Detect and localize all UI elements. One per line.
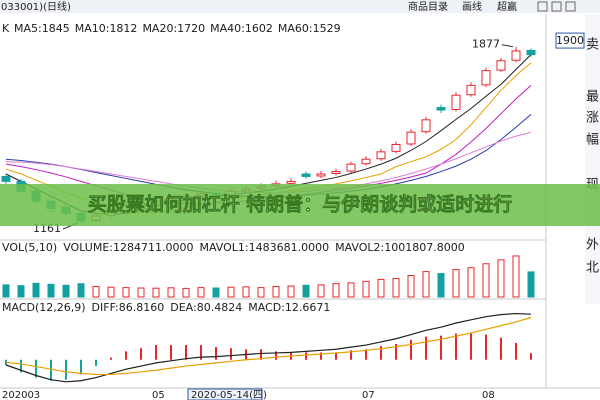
candle-body [316, 173, 326, 177]
volume-bar [47, 283, 55, 298]
volume-bar [482, 263, 490, 298]
volume-bar [317, 284, 325, 298]
volume-bar [212, 287, 220, 298]
volume-bar [497, 259, 505, 298]
candle-body [436, 107, 446, 111]
volume-bar [17, 285, 25, 298]
volume-bar [182, 287, 190, 298]
candle-body [376, 151, 386, 160]
volume-bar [137, 287, 145, 298]
volume-bar [92, 285, 100, 298]
panel-title: MACD(12,26,9) [2, 301, 86, 314]
candle-body [526, 49, 536, 56]
legend-entry: MA20:1720 [142, 22, 205, 35]
volume-bar [32, 282, 40, 298]
price-tick-box [555, 32, 585, 49]
legend-entry: MA10:1812 [75, 22, 138, 35]
side-label[interactable]: 涨 [586, 111, 599, 126]
overlay-banner [0, 184, 600, 226]
candle-body [466, 84, 476, 96]
legend-entry: DEA:80.4824 [170, 301, 242, 314]
volume-bar [287, 285, 295, 298]
panel-label: K [2, 22, 10, 35]
volume-bar [512, 255, 520, 298]
volume-bar [152, 287, 160, 298]
side-label[interactable]: 外 [586, 238, 599, 253]
legend-entry: MACD:12.6671 [248, 301, 330, 314]
overlay-text: 买股票如何加杠杆 特朗普：与伊朗谈判或适时进行 [88, 193, 513, 216]
candle-body [1, 175, 11, 182]
candle-body [346, 163, 356, 172]
side-label[interactable]: 北 [586, 261, 599, 276]
volume-bar [467, 267, 475, 298]
y-tick-label: 1900 [556, 34, 584, 47]
stock-code: 033001)(日线) [1, 0, 71, 13]
candle-body [511, 50, 521, 61]
candle-body [406, 131, 416, 145]
volume-bar [302, 284, 310, 298]
window-icon[interactable] [537, 1, 548, 12]
volume-bar [2, 284, 10, 298]
volume-bar [407, 275, 415, 298]
volume-bar [527, 271, 535, 298]
side-panel [585, 14, 600, 304]
side-label[interactable]: 卖 [586, 38, 599, 53]
candle-body [496, 60, 506, 71]
volume-bar [107, 286, 115, 298]
macd-line [5, 316, 532, 376]
volume-bar [452, 269, 460, 298]
window-icon[interactable] [565, 1, 576, 12]
volume-bar [392, 277, 400, 298]
x-tick-label: 2020-05-14(四) [191, 390, 267, 400]
macd-line [5, 312, 532, 383]
volume-bar [242, 286, 250, 298]
legend-entry: VOLUME:1284711.0000 [63, 241, 193, 254]
legend-entry: MA5:1845 [14, 22, 70, 35]
header-bar [0, 0, 600, 13]
menu-button[interactable]: 画线 [462, 0, 482, 13]
menu-button[interactable]: 商品目录 [408, 0, 448, 13]
window-icon[interactable] [551, 1, 562, 12]
panel-title: VOL(5,10) [2, 241, 57, 254]
candle-body [421, 119, 431, 133]
candle-body [451, 94, 461, 111]
volume-bar [377, 278, 385, 298]
volume-bar [422, 271, 430, 298]
legend-entry: DIFF:86.8160 [92, 301, 165, 314]
volume-bar [272, 285, 280, 298]
volume-bar [257, 287, 265, 298]
menu-button[interactable]: 超赢 [497, 0, 517, 13]
high-annotation: 1877 [472, 38, 500, 51]
annotation-arrow [501, 44, 514, 48]
volume-bar [62, 284, 70, 298]
candle-body [481, 70, 491, 86]
x-tick-label: 202003 [2, 390, 40, 400]
x-tick-label: 08 [482, 390, 495, 400]
candle-body [361, 158, 371, 165]
candle-body [391, 143, 401, 152]
x-tick-label: 07 [362, 390, 375, 400]
cursor-date-box [187, 388, 263, 400]
volume-bar [122, 287, 130, 298]
legend-entry: MA40:1602 [210, 22, 273, 35]
side-label[interactable]: 最 [586, 90, 599, 105]
candle-body [301, 173, 311, 177]
side-label[interactable]: 幅 [586, 133, 599, 148]
volume-bar [227, 286, 235, 298]
candle-body [331, 171, 341, 175]
legend-entry: MAVOL1:1483681.0000 [199, 241, 329, 254]
legend-entry: MAVOL2:1001807.8000 [335, 241, 465, 254]
volume-bar [332, 283, 340, 298]
volume-bar [77, 283, 85, 298]
volume-bar [437, 273, 445, 298]
legend-entry: MA60:1529 [278, 22, 341, 35]
volume-bar [167, 287, 175, 298]
volume-bar [347, 282, 355, 298]
candle-body [286, 180, 296, 184]
volume-bar [362, 280, 370, 298]
x-tick-label: 05 [152, 390, 165, 400]
volume-bar [197, 287, 205, 298]
